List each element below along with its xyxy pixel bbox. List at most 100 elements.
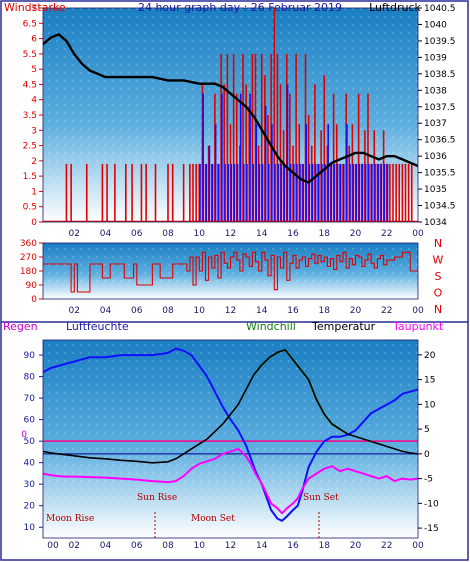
wind-tick-label: 7 — [31, 4, 37, 14]
legend-luftfeuchte: Luftfeuchte — [66, 320, 129, 333]
panel2-x-tick-label: 04 — [100, 306, 112, 316]
panel1-x-tick-label: 14 — [256, 229, 268, 239]
humidity-tick-label: 30 — [24, 480, 36, 490]
wind-direction-line — [43, 251, 418, 293]
panel1-border — [42, 7, 419, 223]
panel-1-axes: 0 0.5 1 1.5 2 2.5 3 3.5 4 4.5 5 5.5 6 6.5 7 1034 1034.5 1… — [23, 4, 456, 239]
wind-tick-label: 5.5 — [23, 50, 37, 60]
humidity-tick-label: 10 — [24, 523, 36, 533]
pressure-tick-label: 1036.5 — [424, 136, 456, 146]
panel3-x-tick-label: 04 — [100, 541, 112, 551]
wind-tick-label: 0.5 — [23, 203, 37, 213]
temperature-tick-label: -15 — [424, 524, 439, 534]
temperature-line — [43, 349, 418, 464]
sun-set-label: Sun Set — [303, 493, 339, 503]
humidity-tick-label: 60 — [24, 416, 36, 426]
pressure-tick-label: 1039.5 — [424, 37, 456, 47]
direction-tick-label: 180 — [20, 267, 37, 277]
legend-taupunkt: Taupunkt — [392, 320, 444, 333]
wind-tick-label: 3.5 — [23, 111, 37, 121]
panel-1-marks — [43, 8, 418, 222]
direction-tick-label: 360 — [20, 239, 37, 249]
chart-title: 24 hour graph day : 26 Februar 2019 — [138, 1, 342, 14]
panel3-x-tick-label: 16 — [287, 541, 299, 551]
panel2-x-tick-label: 12 — [225, 306, 236, 316]
panel2-x-tick-label: 02 — [69, 306, 80, 316]
dewpoint-line — [43, 447, 418, 515]
panel-3-axes: 10 20 30 40 50 60 70 80 90 -15 -10 -5 0 5 10 15 20 00 02 04… — [24, 339, 439, 551]
pressure-tick-label: 1035 — [424, 185, 447, 195]
panel1-x-tick-label: 16 — [287, 229, 299, 239]
panel3-x-tick-label: 00 — [412, 541, 424, 551]
panel2-x-tick-label: 14 — [256, 306, 268, 316]
panel1-x-tick-label: 12 — [225, 229, 236, 239]
pressure-tick-label: 1035.5 — [424, 169, 456, 179]
wind-tick-label: 1.5 — [23, 172, 37, 182]
pressure-tick-label: 1038 — [424, 86, 447, 96]
pressure-tick-label: 1039 — [424, 53, 447, 63]
compass-label: O — [434, 287, 443, 300]
legend-temperatur: Temperatur — [311, 320, 376, 333]
panel1-x-tick-label: 22 — [381, 229, 392, 239]
panel3-x-tick-label: 06 — [131, 541, 143, 551]
legend-windchill: Windchill — [246, 320, 296, 333]
wind-tick-label: 1 — [31, 187, 37, 197]
temperature-tick-label: 20 — [424, 351, 436, 361]
panel2-x-tick-label: 18 — [319, 306, 331, 316]
panel2-x-tick-label: 08 — [162, 306, 174, 316]
panel1-x-tick-label: 06 — [131, 229, 143, 239]
sun-rise-label: Sun Rise — [137, 493, 177, 503]
humidity-tick-label: 80 — [24, 373, 36, 383]
panel2-x-tick-label: 06 — [131, 306, 143, 316]
panel3-x-tick-label: 08 — [162, 541, 174, 551]
panel3-x-tick-label: 10 — [194, 541, 206, 551]
pressure-tick-label: 1040 — [424, 20, 447, 30]
pressure-tick-label: 1038.5 — [424, 70, 456, 80]
wind-axis-title: Windstarke — [4, 1, 66, 14]
panel3-border — [42, 339, 419, 539]
legend-regen: Regen — [3, 320, 38, 333]
temperature-tick-label: 15 — [424, 376, 435, 386]
compass-label: S — [435, 270, 442, 283]
wind-tick-label: 6.5 — [23, 19, 37, 29]
panel2-border — [42, 242, 419, 300]
wind-tick-label: 4.5 — [23, 80, 37, 90]
pressure-line — [43, 33, 418, 184]
panel3-x-tick-label: 20 — [350, 541, 362, 551]
panel2-x-tick-label: 22 — [381, 306, 392, 316]
temperature-tick-label: 0 — [424, 450, 430, 460]
panel3-x-tick-label: 12 — [225, 541, 236, 551]
wind-tick-label: 2.5 — [23, 142, 37, 152]
panel2-x-tick-label: 20 — [350, 306, 362, 316]
panel2-x-tick-label: 10 — [194, 306, 206, 316]
humidity-tick-label: 70 — [24, 394, 36, 404]
wind-tick-label: 5 — [31, 65, 37, 75]
temperature-tick-label: -10 — [424, 499, 439, 509]
temperature-tick-label: 10 — [424, 400, 436, 410]
panel1-x-tick-label: 02 — [69, 229, 80, 239]
compass-label: N — [434, 303, 442, 316]
pressure-tick-label: 1037 — [424, 119, 447, 129]
pressure-tick-label: 1037.5 — [424, 103, 456, 113]
humidity-tick-label: 50 — [24, 437, 36, 447]
panel1-x-tick-label: 10 — [194, 229, 206, 239]
wind-tick-label: 4 — [31, 96, 37, 106]
pressure-tick-label: 1036 — [424, 152, 447, 162]
regen-marker: 0 — [21, 430, 27, 440]
wind-tick-label: 6 — [31, 35, 37, 45]
plot-area-2-grid — [43, 243, 418, 299]
panel1-x-tick-label: 00 — [412, 229, 424, 239]
panel1-x-tick-label: 08 — [162, 229, 174, 239]
plot-area-3-grid — [43, 340, 418, 538]
temperature-tick-label: 5 — [424, 425, 430, 435]
panel3-x-tick-label: 02 — [69, 541, 80, 551]
pressure-tick-label: 1034 — [424, 218, 447, 228]
panel1-x-tick-label: 20 — [350, 229, 362, 239]
pressure-axis-title: Luftdruck — [369, 1, 421, 14]
panel1-x-tick-label: 18 — [319, 229, 331, 239]
panel-wind-pressure: 0 0.5 1 1.5 2 2.5 3 3.5 4 4.5 5 5.5 6 6.5 7 1034 1034.5 1… — [4, 1, 456, 239]
panel1-x-tick-label: 04 — [100, 229, 112, 239]
